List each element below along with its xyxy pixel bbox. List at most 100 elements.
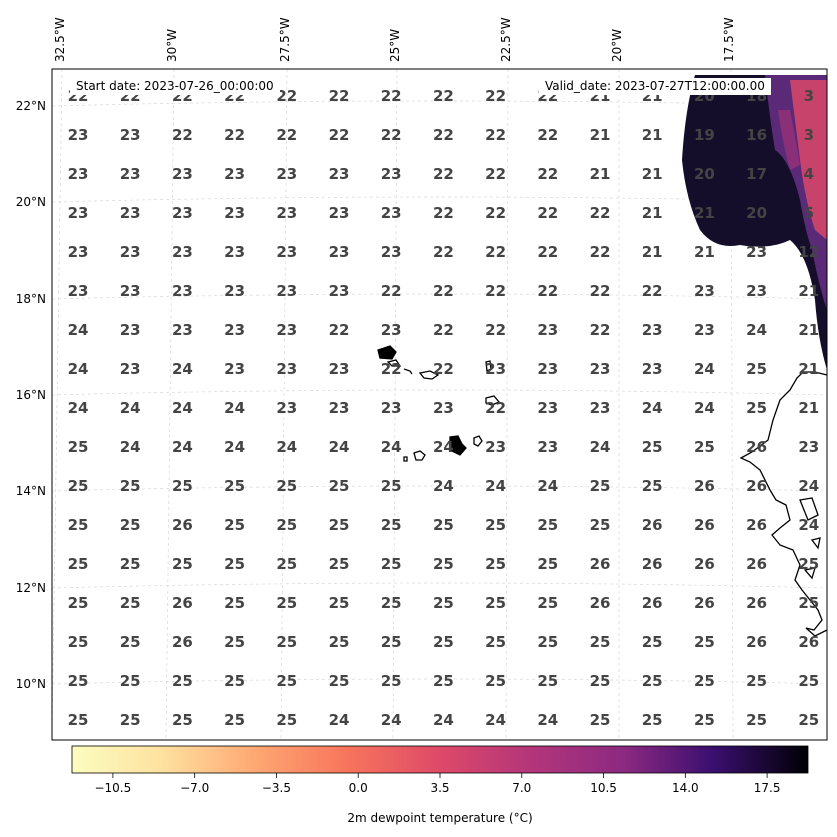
lon-label: 32.5°W bbox=[53, 17, 67, 62]
grid-value: 23 bbox=[68, 204, 89, 222]
grid-value: 22 bbox=[276, 126, 297, 144]
grid-value: 25 bbox=[329, 633, 350, 651]
grid-value: 25 bbox=[172, 711, 193, 729]
grid-value: 22 bbox=[433, 87, 454, 105]
grid-value: 22 bbox=[485, 399, 506, 417]
grid-value: 4 bbox=[804, 165, 814, 183]
grid-value-labels: 22 22 22 22 22 22 22 22 22 22 21 21 20 18 323 23 22 22 22 2… bbox=[68, 87, 820, 729]
grid-value: 26 bbox=[746, 633, 767, 651]
grid-value: 25 bbox=[433, 594, 454, 612]
grid-value: 24 bbox=[537, 711, 558, 729]
grid-value: 25 bbox=[381, 594, 402, 612]
grid-value: 23 bbox=[224, 282, 245, 300]
grid-value: 26 bbox=[172, 516, 193, 534]
grid-value: 22 bbox=[485, 282, 506, 300]
lat-label: 20°N bbox=[16, 195, 46, 209]
grid-value: 23 bbox=[694, 282, 715, 300]
grid-value: 26 bbox=[798, 633, 819, 651]
grid-value: 25 bbox=[694, 711, 715, 729]
grid-value: 25 bbox=[537, 594, 558, 612]
lon-label: 22.5°W bbox=[499, 17, 513, 62]
grid-value: 24 bbox=[590, 438, 611, 456]
cape-verde-islands bbox=[377, 345, 501, 462]
grid-value: 25 bbox=[590, 477, 611, 495]
colorbar-tick-label: 14.0 bbox=[672, 781, 699, 795]
grid-value: 26 bbox=[694, 555, 715, 573]
grid-value: 23 bbox=[68, 126, 89, 144]
grid-value: 25 bbox=[329, 555, 350, 573]
grid-value: 12 bbox=[798, 243, 819, 261]
grid-value: 26 bbox=[746, 594, 767, 612]
grid-value: 22 bbox=[433, 204, 454, 222]
grid-value: 26 bbox=[642, 594, 663, 612]
lon-label: 30°W bbox=[165, 29, 179, 62]
grid-value: 22 bbox=[537, 243, 558, 261]
grid-value: 24 bbox=[381, 711, 402, 729]
grid-value: 25 bbox=[224, 516, 245, 534]
colorbar-label: 2m dewpoint temperature (°C) bbox=[347, 811, 532, 825]
lon-label: 17.5°W bbox=[722, 17, 736, 62]
grid-value: 25 bbox=[798, 711, 819, 729]
grid-value: 23 bbox=[120, 243, 141, 261]
grid-value: 25 bbox=[381, 633, 402, 651]
grid-value: 24 bbox=[746, 321, 767, 339]
grid-value: 25 bbox=[694, 438, 715, 456]
grid-value: 22 bbox=[590, 243, 611, 261]
grid-value: 25 bbox=[381, 555, 402, 573]
grid-value: 22 bbox=[485, 126, 506, 144]
colorbar bbox=[71, 745, 809, 774]
grid-value: 23 bbox=[276, 321, 297, 339]
grid-value: 25 bbox=[276, 555, 297, 573]
grid-value: 25 bbox=[120, 516, 141, 534]
grid-value: 26 bbox=[746, 477, 767, 495]
grid-value: 22 bbox=[485, 243, 506, 261]
grid-value: 25 bbox=[276, 516, 297, 534]
grid-value: 23 bbox=[537, 438, 558, 456]
grid-value: 23 bbox=[329, 282, 350, 300]
grid-value: 22 bbox=[329, 126, 350, 144]
grid-value: 25 bbox=[68, 477, 89, 495]
grid-value: 23 bbox=[798, 438, 819, 456]
grid-value: 23 bbox=[329, 360, 350, 378]
grid-value: 23 bbox=[746, 243, 767, 261]
lat-label: 14°N bbox=[16, 484, 46, 498]
grid-value: 17 bbox=[746, 165, 767, 183]
grid-value: 24 bbox=[224, 438, 245, 456]
grid-value: 25 bbox=[120, 594, 141, 612]
grid-value: 23 bbox=[590, 399, 611, 417]
grid-value: 26 bbox=[694, 516, 715, 534]
grid-value: 23 bbox=[120, 360, 141, 378]
grid-value: 22 bbox=[485, 165, 506, 183]
lat-label: 18°N bbox=[16, 292, 46, 306]
grid-value: 22 bbox=[590, 321, 611, 339]
grid-value: 24 bbox=[224, 399, 245, 417]
map-frame bbox=[51, 68, 828, 741]
grid-value: 24 bbox=[276, 438, 297, 456]
lat-label: 16°N bbox=[16, 388, 46, 402]
colorbar-tick-label: 3.5 bbox=[430, 781, 449, 795]
grid-value: 25 bbox=[642, 633, 663, 651]
grid-value: 26 bbox=[172, 633, 193, 651]
grid-value: 22 bbox=[276, 87, 297, 105]
grid-value: 25 bbox=[642, 672, 663, 690]
grid-value: 25 bbox=[746, 711, 767, 729]
lat-label: 22°N bbox=[16, 99, 46, 113]
grid-value: 25 bbox=[433, 516, 454, 534]
grid-value: 24 bbox=[172, 399, 193, 417]
grid-value: 23 bbox=[172, 204, 193, 222]
grid-value: 23 bbox=[381, 399, 402, 417]
grid-value: 25 bbox=[433, 555, 454, 573]
grid-value: 23 bbox=[224, 204, 245, 222]
grid-value: 22 bbox=[537, 282, 558, 300]
grid-value: 25 bbox=[224, 711, 245, 729]
colorbar-ticks: −10.5 −7.0 −3.5 0.0 3.5 7.0 10.5 14.0 17.5 bbox=[94, 773, 780, 795]
grid-value: 24 bbox=[798, 477, 819, 495]
grid-value: 23 bbox=[381, 204, 402, 222]
grid-value: 3 bbox=[804, 87, 814, 105]
colorbar-tick-label: −7.0 bbox=[180, 781, 209, 795]
grid-value: 20 bbox=[694, 165, 715, 183]
grid-value: 16 bbox=[746, 126, 767, 144]
colorbar-tick-label: −10.5 bbox=[94, 781, 131, 795]
grid-value: 21 bbox=[590, 165, 611, 183]
